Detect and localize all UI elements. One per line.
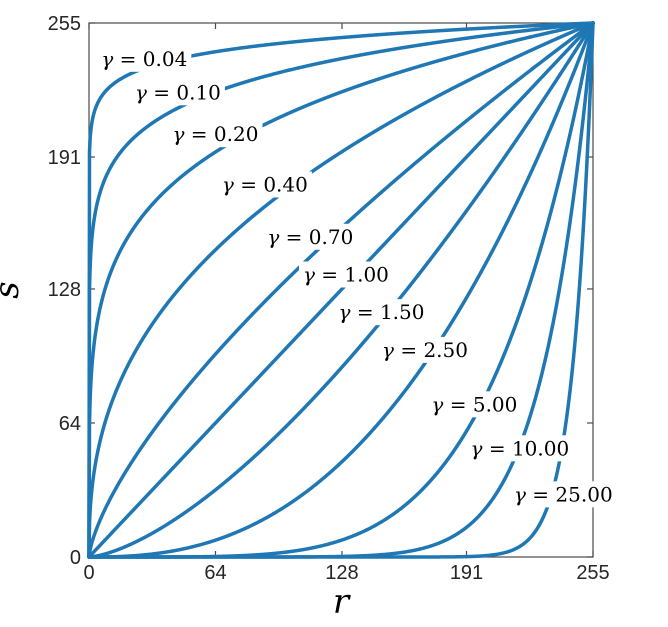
axis-text-layer: r s [0,281,351,622]
x-tick-label: 191 [450,562,483,584]
gamma-symbol: γ [135,80,147,104]
curve-label-mask [97,45,192,72]
curve-label-mask [263,223,358,250]
x-tick-label: 64 [204,562,226,584]
gamma-value: = 25.00 [526,482,613,506]
curve-label-gamma-25: γ = 25.00 [514,482,613,506]
curve-label-mask [378,336,472,363]
curve-label-gamma-2.5: γ = 2.50 [382,338,468,362]
y-tick-label: 191 [48,147,81,169]
curve-label-gamma-5: γ = 5.00 [431,392,517,416]
gamma-symbol: γ [267,225,279,249]
x-axis-label: r [333,582,351,622]
gamma-symbol: γ [173,122,185,146]
curve-gamma-0.4 [87,21,595,559]
curve-gamma-1 [87,21,595,559]
gamma-value: = 2.50 [394,338,468,362]
gamma-value: = 5.00 [443,392,517,416]
curve-label-gamma-0.4: γ = 0.40 [222,172,308,196]
curve-label-gamma-10: γ = 10.00 [471,436,570,460]
gamma-value: = 0.10 [147,80,221,104]
y-tick-label: 0 [70,547,81,569]
curve-label-mask [168,121,263,148]
curve-label-gamma-0.7: γ = 0.70 [267,225,353,249]
y-tick-label: 255 [48,13,81,35]
gamma-value: = 0.20 [184,122,258,146]
x-tick-label: 255 [576,562,609,584]
curve-gamma-25 [87,21,595,559]
y-axis-label: s [0,281,27,298]
curve-gamma-0.1 [87,21,595,559]
curve-label-mask [427,391,522,418]
curve-label-gamma-0.04: γ = 0.04 [101,47,187,71]
gamma-symbol: γ [431,392,443,416]
curve-label-gamma-1: γ = 1.00 [303,262,389,286]
gamma-symbol: γ [101,47,113,71]
curve-label-mask [298,261,393,288]
gamma-value: = 10.00 [482,436,569,460]
curve-label-mask [510,481,617,508]
gamma-symbol: γ [222,172,234,196]
gamma-symbol: γ [303,262,315,286]
gamma-value: = 0.40 [234,172,308,196]
gamma-symbol: γ [471,436,483,460]
curve-label-gamma-0.1: γ = 0.10 [135,80,221,104]
curve-label-mask [130,79,225,106]
curve-gamma-0.2 [87,21,595,559]
y-tick-label: 64 [59,413,81,435]
curve-labels-layer: γ = 0.04γ = 0.10γ = 0.20γ = 0.40γ = 0.70… [97,45,617,508]
gamma-value: = 0.04 [113,47,187,71]
gamma-value: = 0.70 [279,225,353,249]
curve-label-mask [217,171,312,198]
curves-layer [87,21,595,559]
curve-label-mask [334,299,429,326]
curve-label-mask [466,435,574,462]
gamma-symbol: γ [514,482,526,506]
x-tick-label: 128 [325,562,358,584]
gamma-symbol: γ [339,300,351,324]
gamma-value: = 1.00 [315,262,389,286]
x-tick-label: 0 [83,562,94,584]
y-tick-label: 128 [48,279,81,301]
curve-label-gamma-1.5: γ = 1.50 [339,300,425,324]
gamma-symbol: γ [382,338,394,362]
curve-gamma-1.5 [87,21,595,559]
curve-label-gamma-0.2: γ = 0.20 [173,122,259,146]
gamma-value: = 1.50 [350,300,424,324]
curve-gamma-2.5 [87,21,595,559]
